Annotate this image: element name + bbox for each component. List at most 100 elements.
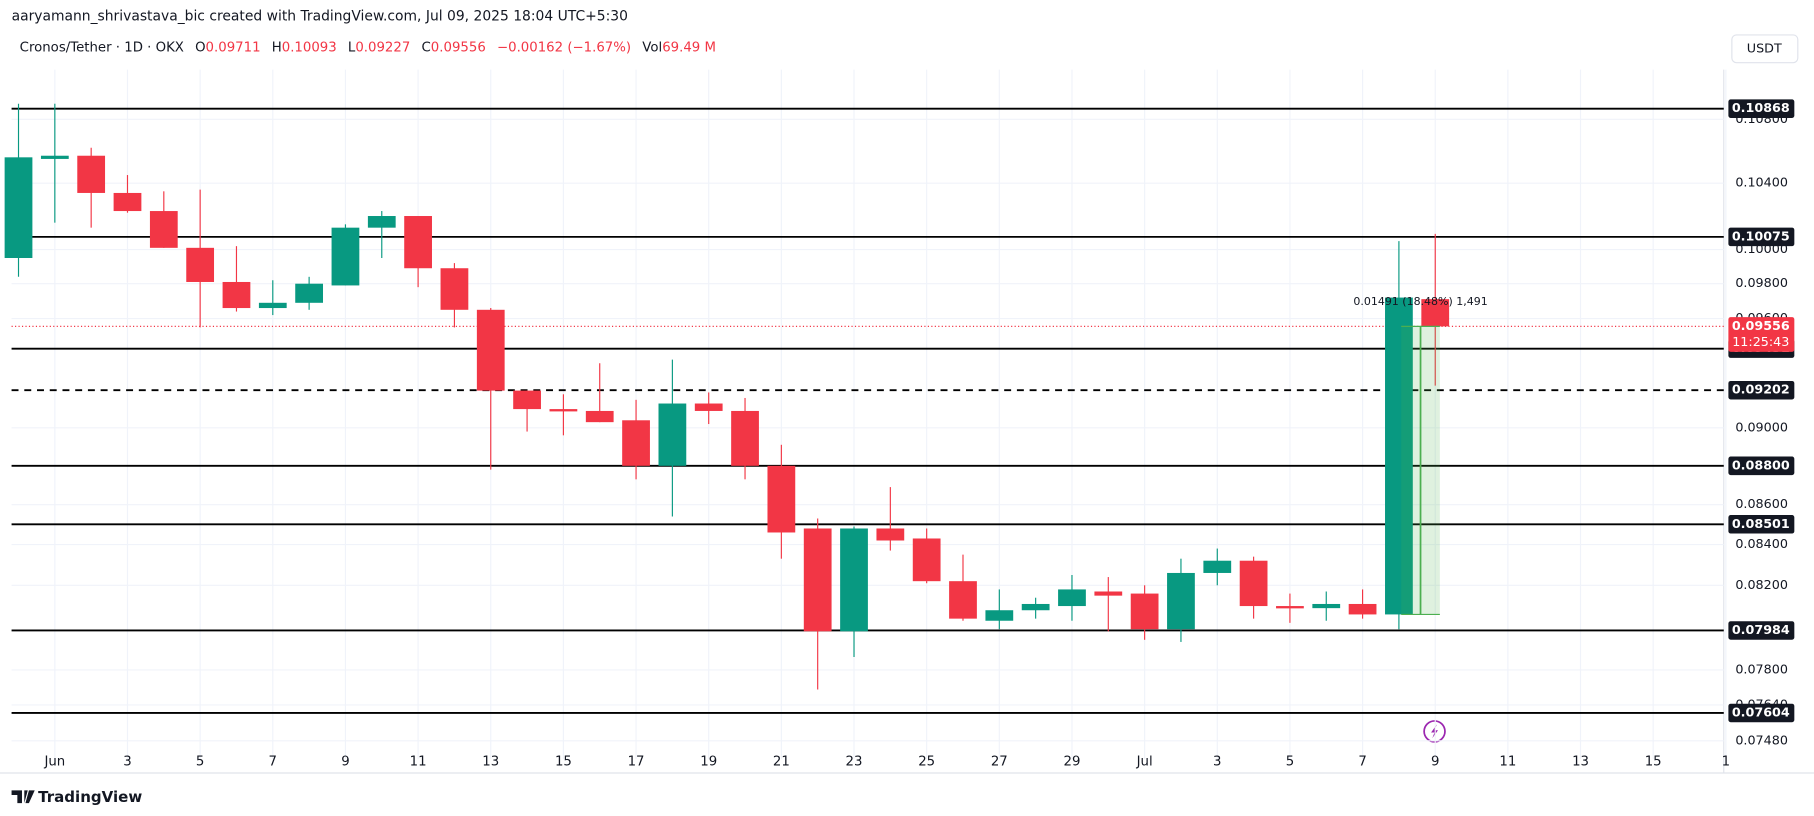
body	[1094, 591, 1123, 596]
y-tick-label: 0.08400	[1735, 536, 1788, 551]
body	[1276, 606, 1304, 609]
body	[1167, 572, 1195, 630]
body	[1421, 299, 1450, 327]
body	[440, 268, 469, 310]
ohlc-key: C	[422, 41, 431, 56]
x-tick-label: 13	[1572, 754, 1589, 769]
time-axis: Jun 3 5 7 9 11 13 15 17 19 21 23 25 27 29 Jul 3 5 7 9 11 13 15…	[43, 754, 1730, 769]
x-tick-label: 19	[700, 754, 717, 769]
x-tick-label: 15	[555, 754, 572, 769]
currency-label[interactable]: USDT	[1747, 40, 1782, 55]
body	[149, 211, 178, 248]
price-axis: 0.108000.104000.100000.098000.096000.090…	[1735, 111, 1788, 747]
ohlc-value: 0.09711	[206, 41, 261, 56]
x-tick-label: 7	[1358, 754, 1366, 769]
volume-value: 69.49 M	[662, 41, 716, 56]
body	[222, 281, 251, 309]
last-price-label: 0.09556	[1732, 318, 1790, 333]
x-tick-label: 3	[1213, 754, 1221, 769]
body	[404, 216, 432, 269]
body	[186, 247, 215, 282]
x-tick-label: 11	[1499, 754, 1516, 769]
volume-key: Vol	[642, 41, 662, 56]
body	[549, 409, 578, 412]
body	[840, 528, 868, 632]
body	[985, 610, 1014, 621]
logo-mark	[11, 790, 35, 804]
body	[331, 227, 360, 286]
level-label-box	[1728, 515, 1795, 534]
body	[1203, 560, 1232, 573]
countdown: 11:25:43	[1732, 334, 1789, 349]
body	[731, 410, 759, 466]
y-tick-label: 0.10400	[1735, 175, 1788, 190]
ohlc-key: H	[272, 41, 282, 56]
measure: 0.01491 (18.48%) 1,491	[1353, 295, 1488, 616]
body	[113, 192, 142, 212]
x-tick-label: 15	[1645, 754, 1662, 769]
y-tick-label: 0.08200	[1735, 577, 1788, 592]
body	[1130, 593, 1159, 630]
x-tick-label: 3	[123, 754, 131, 769]
level-label: 0.08501	[1732, 516, 1790, 531]
body	[513, 390, 541, 410]
currency-button[interactable]	[1731, 34, 1799, 64]
brand-logo: TradingView	[11, 788, 142, 806]
body	[476, 309, 505, 391]
x-tick-label: Jun	[43, 754, 65, 769]
level-label: 0.10075	[1732, 228, 1790, 243]
change: −0.00162 (−1.67%)	[497, 41, 631, 56]
level-label-box	[1728, 456, 1795, 476]
y-tick-label: 0.08600	[1735, 496, 1788, 511]
legend: Cronos/Tether · 1D · OKX O0.09711 H0.100…	[20, 41, 716, 56]
body	[767, 465, 796, 533]
x-tick-label: 25	[918, 754, 935, 769]
level-label-box	[1728, 380, 1795, 400]
body	[4, 157, 33, 259]
symbol: Cronos/Tether · 1D · OKX	[20, 41, 184, 56]
level-labels: 0.108680.100750.094310.092020.088000.085…	[1728, 99, 1795, 723]
level-label-box	[1728, 99, 1795, 118]
body	[1239, 560, 1268, 607]
x-tick-label: 17	[628, 754, 645, 769]
body	[658, 403, 687, 466]
body	[40, 155, 69, 159]
body	[876, 528, 905, 541]
event-bolt[interactable]	[1431, 724, 1439, 739]
body	[1312, 603, 1341, 609]
level-label-box	[1728, 227, 1795, 247]
body	[585, 410, 614, 423]
x-tick-label: 11	[410, 754, 427, 769]
event-icon[interactable]	[1423, 720, 1446, 743]
body	[258, 302, 287, 309]
attribution: aaryamann_shrivastava_bic created with T…	[12, 8, 628, 24]
body	[622, 420, 650, 466]
level-label: 0.10868	[1732, 100, 1790, 115]
y-tick-label: 0.09000	[1735, 419, 1788, 434]
body	[694, 403, 723, 411]
brand: TradingView	[38, 788, 142, 806]
x-tick-label: 23	[846, 754, 863, 769]
body	[1348, 603, 1377, 615]
level-label: 0.09202	[1732, 382, 1790, 397]
y-tick-label: 0.09800	[1735, 275, 1788, 290]
body	[295, 283, 324, 303]
level-label-box	[1728, 621, 1795, 640]
x-tick-label: 1	[1722, 754, 1730, 769]
level-label: 0.07604	[1732, 704, 1790, 719]
body	[1021, 603, 1050, 611]
body	[803, 528, 832, 632]
levels	[11, 107, 1724, 714]
x-tick-label: Jul	[1136, 754, 1153, 769]
body	[77, 155, 106, 193]
measure-label: 0.01491 (18.48%) 1,491	[1353, 295, 1487, 308]
x-tick-label: 9	[1431, 754, 1439, 769]
body	[912, 538, 941, 582]
ohlc-key: L	[348, 41, 356, 56]
ohlc-key: O	[195, 41, 205, 56]
x-tick-label: 21	[773, 754, 790, 769]
level-label: 0.08800	[1732, 457, 1790, 472]
last-price-box	[1728, 317, 1795, 352]
